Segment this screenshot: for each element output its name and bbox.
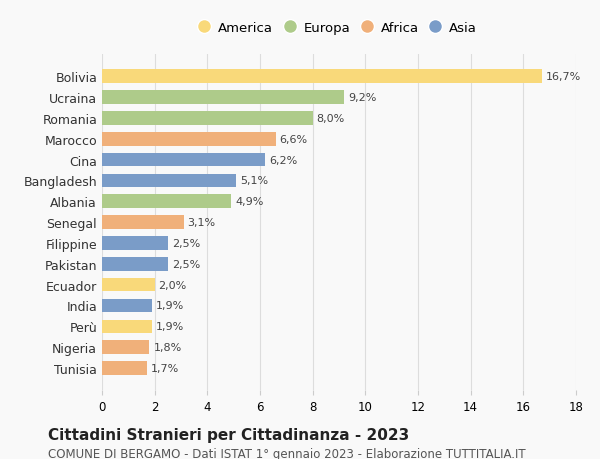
Bar bbox=[102, 174, 236, 188]
Text: 3,1%: 3,1% bbox=[188, 218, 216, 228]
Text: 4,9%: 4,9% bbox=[235, 197, 263, 207]
Bar bbox=[102, 133, 276, 146]
Text: 2,5%: 2,5% bbox=[172, 238, 200, 248]
Bar bbox=[102, 91, 344, 105]
Text: 1,8%: 1,8% bbox=[154, 342, 182, 353]
Bar bbox=[102, 112, 313, 125]
Bar bbox=[102, 278, 155, 292]
Text: COMUNE DI BERGAMO - Dati ISTAT 1° gennaio 2023 - Elaborazione TUTTITALIA.IT: COMUNE DI BERGAMO - Dati ISTAT 1° gennai… bbox=[48, 448, 526, 459]
Text: 16,7%: 16,7% bbox=[546, 72, 581, 82]
Text: 1,7%: 1,7% bbox=[151, 363, 179, 373]
Legend: America, Europa, Africa, Asia: America, Europa, Africa, Asia bbox=[197, 18, 481, 39]
Bar bbox=[102, 237, 168, 250]
Text: 6,2%: 6,2% bbox=[269, 155, 298, 165]
Bar bbox=[102, 299, 152, 313]
Text: 2,0%: 2,0% bbox=[158, 280, 187, 290]
Text: 5,1%: 5,1% bbox=[240, 176, 268, 186]
Bar bbox=[102, 361, 147, 375]
Bar bbox=[102, 153, 265, 167]
Text: 8,0%: 8,0% bbox=[317, 114, 345, 123]
Text: 6,6%: 6,6% bbox=[280, 134, 308, 145]
Bar bbox=[102, 257, 168, 271]
Text: 2,5%: 2,5% bbox=[172, 259, 200, 269]
Bar bbox=[102, 320, 152, 333]
Text: Cittadini Stranieri per Cittadinanza - 2023: Cittadini Stranieri per Cittadinanza - 2… bbox=[48, 427, 409, 442]
Bar bbox=[102, 195, 231, 208]
Bar bbox=[102, 70, 542, 84]
Text: 9,2%: 9,2% bbox=[348, 93, 377, 103]
Bar bbox=[102, 216, 184, 230]
Bar bbox=[102, 341, 149, 354]
Text: 1,9%: 1,9% bbox=[156, 322, 184, 331]
Text: 1,9%: 1,9% bbox=[156, 301, 184, 311]
